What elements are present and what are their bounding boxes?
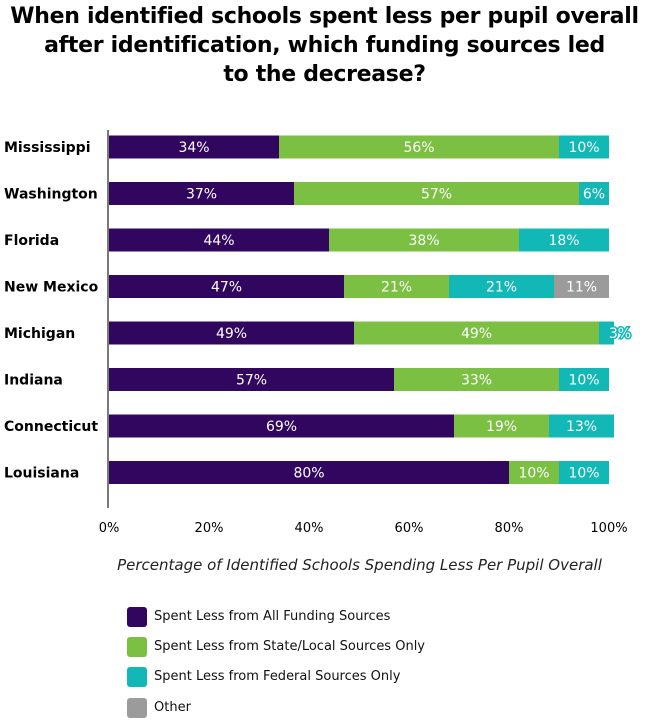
- legend-label-all-sources: Spent Less from All Funding Sources: [154, 609, 391, 624]
- category-label-mississippi: Mississippi: [4, 140, 91, 156]
- bar-new-mexico-other: [554, 275, 609, 298]
- bar-florida-spent-less-from-federal-sources-only: [519, 228, 609, 252]
- bar-michigan-spent-less-from-state-local-sources-only: [354, 321, 599, 345]
- data-label-michigan-spent-less-from-all-funding-sources: 49%: [216, 326, 247, 342]
- data-label-mississippi-spent-less-from-all-funding-sources: 34%: [178, 140, 209, 156]
- data-label-washington-spent-less-from-all-funding-sources: 37%: [186, 187, 217, 203]
- category-label-connecticut: Connecticut: [4, 419, 98, 435]
- bar-washington-spent-less-from-all-funding-sources: [109, 182, 294, 205]
- bar-louisiana-spent-less-from-federal-sources-only: [559, 461, 609, 484]
- data-label-louisiana-spent-less-from-all-funding-sources: 80%: [293, 466, 324, 482]
- bar-indiana-spent-less-from-federal-sources-only: [559, 368, 609, 391]
- data-label-mississippi-spent-less-from-federal-sources-only: 10%: [568, 140, 599, 156]
- data-label-new-mexico-other: 11%: [566, 280, 597, 296]
- data-label-new-mexico-spent-less-from-federal-sources-only: 21%: [486, 280, 517, 296]
- x-tick-label-3: 60%: [395, 521, 424, 536]
- x-tick-label-2: 40%: [295, 521, 324, 536]
- category-label-washington: Washington: [4, 187, 98, 203]
- bar-louisiana-spent-less-from-state-local-sources-only: [509, 461, 559, 484]
- bar-michigan-spent-less-from-federal-sources-only: [599, 321, 614, 345]
- data-label-new-mexico-spent-less-from-all-funding-sources: 47%: [211, 280, 242, 296]
- x-axis-title: Percentage of Identified Schools Spendin…: [117, 556, 602, 574]
- x-tick-label-1: 20%: [195, 521, 224, 536]
- data-label-indiana-spent-less-from-federal-sources-only: 10%: [568, 373, 599, 389]
- legend-swatch-other: [127, 698, 147, 718]
- legend-swatch-federal: [127, 667, 147, 687]
- bar-new-mexico-spent-less-from-federal-sources-only: [449, 275, 554, 298]
- data-label-florida-spent-less-from-state-local-sources-only: 38%: [408, 233, 439, 249]
- bar-indiana-spent-less-from-all-funding-sources: [109, 368, 394, 391]
- data-label-washington-spent-less-from-federal-sources-only: 6%: [583, 187, 605, 203]
- data-label-indiana-spent-less-from-all-funding-sources: 57%: [236, 373, 267, 389]
- chart-title-line-1: When identified schools spent less per p…: [10, 4, 639, 29]
- data-label-connecticut-spent-less-from-all-funding-sources: 69%: [266, 419, 297, 435]
- bar-indiana-spent-less-from-state-local-sources-only: [394, 368, 559, 391]
- legend-swatch-state-local: [127, 637, 147, 657]
- bar-florida-spent-less-from-state-local-sources-only: [329, 228, 519, 252]
- data-label-washington-spent-less-from-state-local-sources-only: 57%: [421, 187, 452, 203]
- category-label-new-mexico: New Mexico: [4, 280, 99, 296]
- legend-label-state-local: Spent Less from State/Local Sources Only: [154, 639, 425, 654]
- bar-louisiana-spent-less-from-all-funding-sources: [109, 461, 509, 484]
- bar-connecticut-spent-less-from-all-funding-sources: [109, 414, 454, 438]
- chart-title-line-2: after identification, which funding sour…: [44, 33, 605, 58]
- bar-connecticut-spent-less-from-state-local-sources-only: [454, 414, 549, 438]
- bar-connecticut-spent-less-from-federal-sources-only: [549, 414, 614, 438]
- data-label-connecticut-spent-less-from-federal-sources-only: 13%: [566, 419, 597, 435]
- bar-new-mexico-spent-less-from-state-local-sources-only: [344, 275, 449, 298]
- x-tick-label-4: 80%: [495, 521, 524, 536]
- data-label-mississippi-spent-less-from-state-local-sources-only: 56%: [403, 140, 434, 156]
- stacked-bar-chart: Mississippi 34% 56% 10% Washington 37% 57% 6% Fl…: [4, 130, 633, 536]
- legend-label-federal: Spent Less from Federal Sources Only: [154, 669, 401, 684]
- data-label-louisiana-spent-less-from-federal-sources-only: 10%: [568, 466, 599, 482]
- x-tick-label-5: 100%: [590, 521, 627, 536]
- category-label-michigan: Michigan: [4, 326, 75, 342]
- data-label-michigan-spent-less-from-federal-sources-only: 3%: [609, 326, 631, 342]
- category-label-louisiana: Louisiana: [4, 466, 79, 482]
- bar-new-mexico-spent-less-from-all-funding-sources: [109, 275, 344, 298]
- data-label-michigan-spent-less-from-state-local-sources-only: 49%: [461, 326, 492, 342]
- legend-label-other: Other: [154, 700, 191, 715]
- bar-mississippi-spent-less-from-federal-sources-only: [559, 135, 609, 159]
- bar-mississippi-spent-less-from-all-funding-sources: [109, 135, 279, 159]
- bar-florida-spent-less-from-all-funding-sources: [109, 228, 329, 252]
- category-label-florida: Florida: [4, 233, 59, 249]
- bar-mississippi-spent-less-from-state-local-sources-only: [279, 135, 559, 159]
- chart-title: When identified schools spent less per p…: [0, 2, 649, 89]
- bar-michigan-spent-less-from-all-funding-sources: [109, 321, 354, 345]
- data-label-connecticut-spent-less-from-state-local-sources-only: 19%: [486, 419, 517, 435]
- legend-swatch-all-sources: [127, 607, 147, 627]
- category-label-indiana: Indiana: [4, 373, 63, 389]
- data-label-indiana-spent-less-from-state-local-sources-only: 33%: [461, 373, 492, 389]
- data-label-florida-spent-less-from-all-funding-sources: 44%: [203, 233, 234, 249]
- x-tick-label-0: 0%: [99, 521, 120, 536]
- bar-washington-spent-less-from-state-local-sources-only: [294, 182, 579, 205]
- data-label-new-mexico-spent-less-from-state-local-sources-only: 21%: [381, 280, 412, 296]
- chart-title-line-3: to the decrease?: [223, 62, 426, 87]
- data-label-louisiana-spent-less-from-state-local-sources-only: 10%: [518, 466, 549, 482]
- bar-washington-spent-less-from-federal-sources-only: [579, 182, 609, 205]
- data-label-florida-spent-less-from-federal-sources-only: 18%: [548, 233, 579, 249]
